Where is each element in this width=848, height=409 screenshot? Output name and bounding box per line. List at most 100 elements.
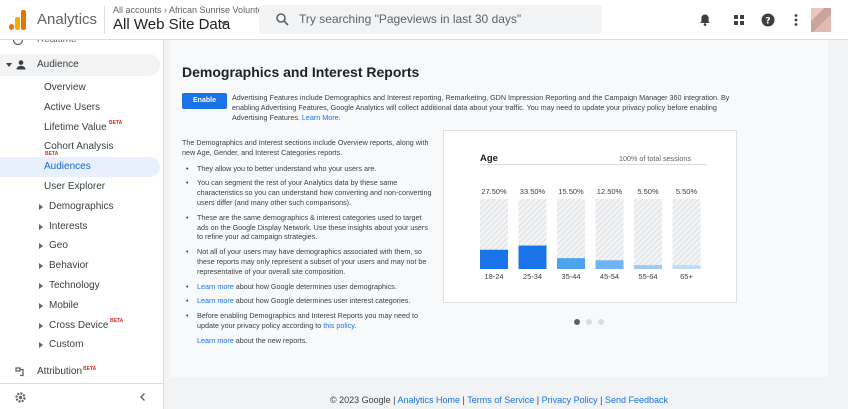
sidebar-item-label: Mobile	[49, 299, 79, 311]
bullet-text: Before enabling Demographics and Interes…	[197, 311, 418, 330]
description-block: The Demographics and Interest sections i…	[182, 138, 432, 346]
age-chart-card: Age 100% of total sessions 27.50% 18-24 33…	[443, 130, 737, 303]
sidebar-item-label: Custom	[49, 339, 84, 351]
attribution-label: Attribution	[37, 366, 83, 377]
bar-65+[interactable]	[672, 265, 701, 269]
learn-more-text: about the new reports.	[233, 335, 308, 345]
bullet-text: .	[354, 320, 357, 330]
enable-button[interactable]: Enable	[182, 93, 227, 109]
sidebar-item-label: Audience	[37, 59, 79, 70]
notifications-icon[interactable]	[697, 12, 713, 28]
bar-value-label: 27.50%	[481, 187, 507, 196]
sidebar-item-label: Interests	[49, 220, 88, 232]
learn-more-link[interactable]: Learn More.	[301, 112, 341, 122]
sidebar-section-audience[interactable]: Audience	[0, 54, 160, 76]
beta-badge: BETA	[110, 317, 124, 324]
search-icon	[276, 13, 289, 26]
avatar[interactable]	[811, 8, 831, 32]
chart-divider	[480, 164, 707, 165]
beta-badge: BETA	[45, 151, 59, 158]
sidebar-item-label: User Explorer	[44, 181, 106, 192]
expand-arrow-icon	[39, 302, 43, 309]
sidebar-item-mobile[interactable]: Mobile	[0, 296, 160, 316]
bar-25-34[interactable]	[518, 245, 547, 269]
sidebar-item-label: Cohort Analysis	[44, 141, 114, 153]
category-tick-label: 45-54	[600, 272, 619, 281]
bullet-item: They allow you to better understand who …	[182, 164, 432, 174]
sidebar-item-custom[interactable]: Custom	[0, 335, 160, 355]
bullet-item: Learn more about how Google determines u…	[182, 282, 432, 292]
category-tick-label: 55-64	[638, 272, 657, 281]
sidebar-item-technology[interactable]: Technology	[0, 276, 160, 296]
header-divider	[104, 6, 105, 34]
bar-background	[595, 199, 624, 269]
attribution-icon	[15, 367, 24, 377]
bar-value-label: 15.50%	[558, 187, 584, 196]
expand-arrow-icon	[6, 63, 12, 67]
bar-value-label: 5.50%	[676, 187, 698, 196]
sidebar-item-lifetime-value[interactable]: Lifetime Value BETA	[0, 118, 160, 138]
footer-link-feedback[interactable]: Send Feedback	[604, 395, 669, 405]
category-tick-label: 18-24	[484, 272, 503, 281]
sidebar-item-audiences[interactable]: Audiences	[0, 157, 160, 178]
sidebar-item-label: Lifetime Value	[44, 121, 107, 133]
sidebar-item-label: Behavior	[49, 260, 89, 272]
sidebar-item-geo[interactable]: Geo	[0, 236, 160, 256]
beta-badge: BETA	[109, 119, 123, 126]
intro-text: Advertising Features include Demographic…	[232, 93, 752, 122]
bullet-text: about how Google determines user interes…	[233, 296, 411, 306]
sidebar-item-behavior[interactable]: Behavior	[0, 256, 160, 276]
search-bar[interactable]: Try searching "Pageviews in last 30 days…	[259, 5, 602, 34]
main-content: Demographics and Interest Reports Enable…	[170, 40, 828, 377]
footer-link-privacy[interactable]: Privacy Policy	[541, 395, 598, 405]
sidebar-item-cross-device[interactable]: Cross Device BETA	[0, 316, 160, 336]
sidebar-item-demographics[interactable]: Demographics	[0, 197, 160, 217]
sidebar-item-cohort-analysis[interactable]: Cohort Analysis BETA	[0, 137, 160, 157]
age-bar-chart: 27.50% 18-24 33.50% 25-34 15.50% 35-44 12.50% 4…	[480, 187, 701, 281]
bullet-item: Not all of your users may have demograph…	[182, 247, 432, 276]
settings-gear-icon[interactable]	[14, 391, 27, 404]
bar-55-64[interactable]	[634, 265, 662, 269]
more-vert-icon[interactable]	[788, 12, 804, 28]
expand-arrow-icon	[39, 203, 43, 210]
apps-icon[interactable]	[731, 12, 747, 28]
intro-paragraph: Advertising Features include Demographic…	[232, 93, 730, 122]
bar-value-label: 33.50%	[520, 187, 546, 196]
bullet-item: You can segment the rest of your Analyti…	[182, 178, 432, 207]
expand-arrow-icon	[39, 223, 43, 230]
sidebar-item-label: Audiences	[44, 161, 91, 173]
sidebar-item-user-explorer[interactable]: User Explorer	[0, 177, 160, 197]
footer-link-terms[interactable]: Terms of Service	[467, 395, 535, 405]
account-breadcrumb[interactable]: All accounts › African Sunrise Volunte..…	[113, 5, 271, 15]
bar-35-44[interactable]	[557, 258, 585, 269]
collapse-chevron-icon[interactable]	[138, 392, 148, 402]
bullet-item: These are the same demographics & intere…	[182, 213, 432, 242]
this-policy-link[interactable]: this policy	[323, 320, 355, 330]
sidebar-item-overview[interactable]: Overview	[0, 78, 160, 98]
sidebar-item-label: Technology	[49, 280, 100, 291]
sidebar-item-active-users[interactable]: Active Users	[0, 98, 160, 118]
learn-more-demographics-link[interactable]: Learn more	[197, 281, 234, 291]
bullet-item: Learn more about how Google determines u…	[182, 296, 432, 306]
bar-18-24[interactable]	[480, 249, 508, 269]
sidebar-item-attribution[interactable]: AttributionBETA	[0, 362, 160, 382]
help-icon[interactable]: ?	[760, 12, 776, 28]
caret-down-icon[interactable]	[221, 22, 227, 26]
property-selector[interactable]: All Web Site Data	[113, 16, 231, 33]
svg-text:?: ?	[765, 16, 770, 26]
carousel-dot[interactable]	[586, 319, 592, 325]
sidebar-item-label: Overview	[44, 82, 86, 93]
expand-arrow-icon	[39, 322, 43, 329]
sidebar-item-interests[interactable]: Interests	[0, 217, 160, 237]
footer-link-analytics-home[interactable]: Analytics Home	[397, 395, 461, 405]
sidebar-item-label: AttributionBETA	[37, 366, 96, 377]
carousel-dot[interactable]	[574, 319, 580, 325]
bar-background	[634, 199, 662, 269]
learn-more-interests-link[interactable]: Learn more	[197, 296, 234, 306]
bar-45-54[interactable]	[595, 260, 624, 269]
carousel-dot[interactable]	[598, 319, 604, 325]
learn-more-reports-link[interactable]: Learn more	[197, 335, 234, 345]
search-placeholder[interactable]: Try searching "Pageviews in last 30 days…	[299, 12, 522, 26]
category-tick-label: 65+	[680, 272, 693, 281]
description-text: The Demographics and Interest sections i…	[182, 138, 429, 157]
